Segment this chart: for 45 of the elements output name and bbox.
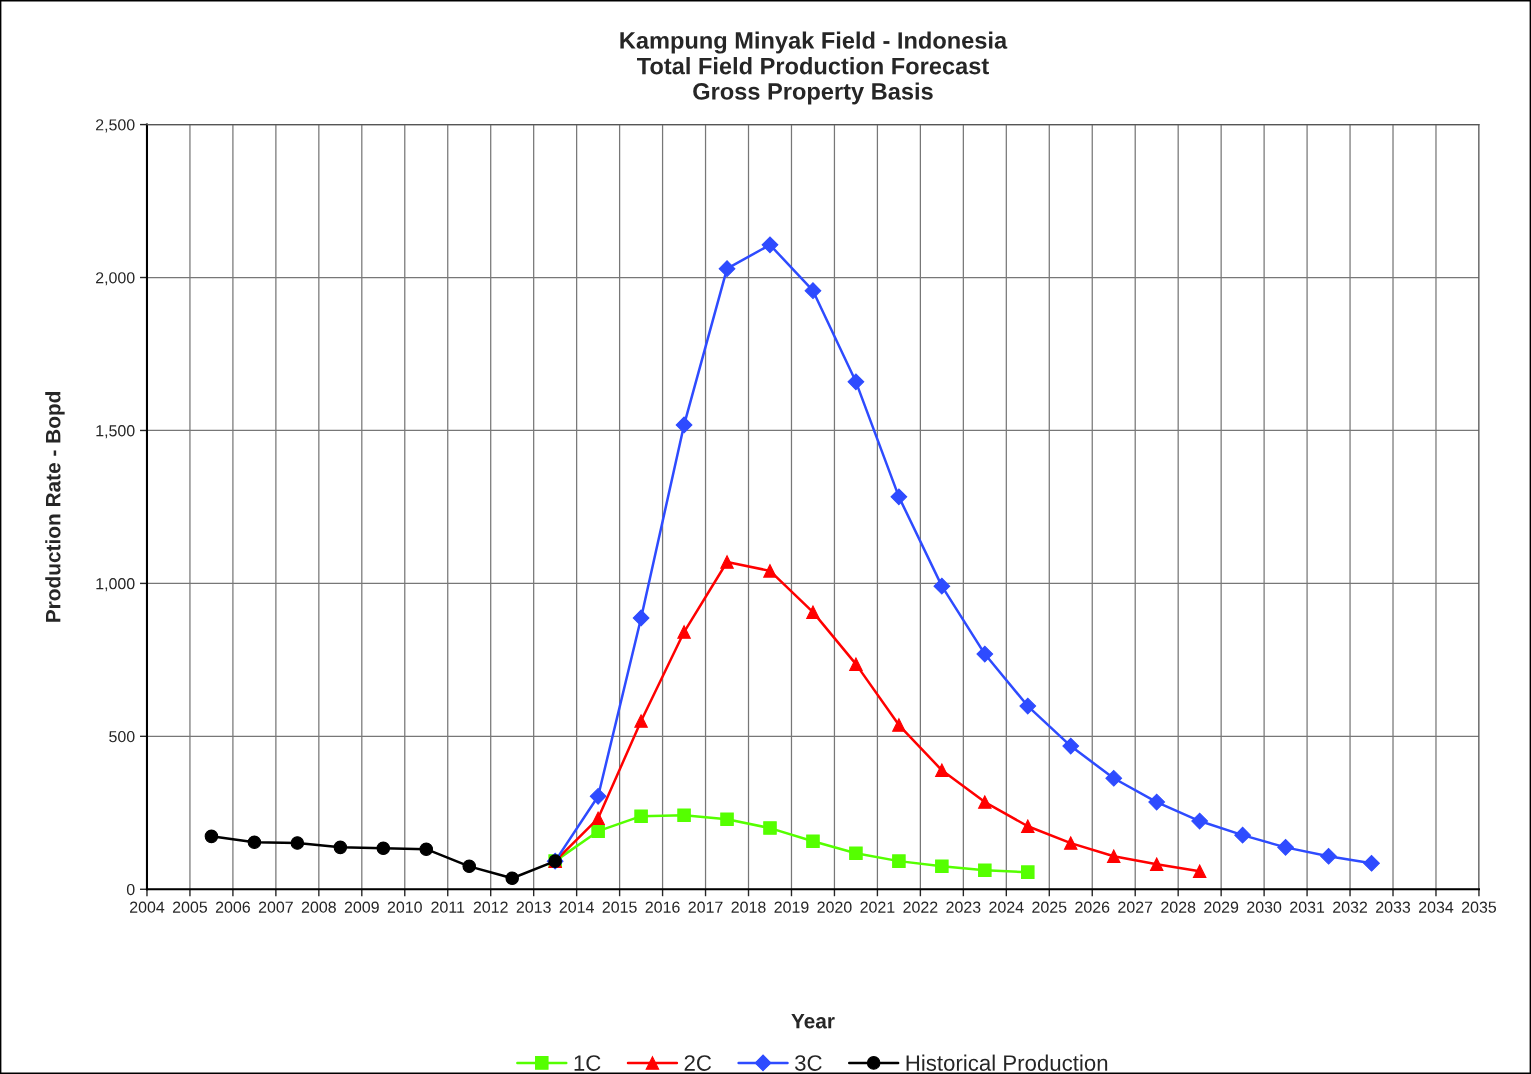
x-tick-label: 2031 bbox=[1290, 901, 1325, 913]
x-tick-label: 2017 bbox=[688, 901, 723, 913]
x-tick-label: 2029 bbox=[1204, 901, 1239, 913]
x-tick-label: 2023 bbox=[946, 901, 981, 913]
x-axis-title: Year bbox=[791, 1013, 835, 1029]
legend-label: 3C bbox=[795, 1055, 822, 1071]
x-tick-label: 2022 bbox=[903, 901, 938, 913]
x-tick-label: 2030 bbox=[1247, 901, 1282, 913]
x-tick-label: 2005 bbox=[172, 901, 208, 913]
x-tick-label: 2026 bbox=[1075, 901, 1110, 913]
x-tick-label: 2025 bbox=[1032, 901, 1067, 913]
x-tick-label: 2015 bbox=[602, 901, 637, 913]
legend-label: 2C bbox=[684, 1055, 712, 1071]
x-tick-label: 2009 bbox=[344, 901, 379, 913]
chart-title: Kampung Minyak Field - Indonesia Total Field Production Forecast Gross Property Basis bbox=[620, 31, 1008, 105]
x-tick-label: 2020 bbox=[817, 901, 852, 913]
y-tick-label: 2,500 bbox=[96, 119, 135, 133]
x-tick-label: 2010 bbox=[387, 901, 422, 913]
legend-label: Historical Production bbox=[906, 1054, 1108, 1071]
x-tick-label: 2034 bbox=[1419, 901, 1454, 913]
x-tick-label: 2008 bbox=[301, 901, 336, 913]
x-tick-label: 2012 bbox=[473, 901, 508, 913]
legend-label: 1C bbox=[574, 1055, 601, 1071]
y-tick-label: 0 bbox=[126, 883, 135, 896]
x-tick-label: 2035 bbox=[1461, 901, 1497, 913]
x-tick-label: 2014 bbox=[559, 901, 594, 913]
x-tick-label: 2033 bbox=[1376, 901, 1411, 913]
y-tick-label: 1,500 bbox=[96, 425, 135, 439]
x-tick-label: 2024 bbox=[989, 901, 1024, 913]
x-tick-label: 2027 bbox=[1118, 901, 1153, 913]
x-tick-label: 2006 bbox=[215, 901, 250, 913]
y-tick-label: 2,000 bbox=[96, 272, 135, 286]
y-tick-label: 1,000 bbox=[96, 578, 135, 592]
x-tick-label: 2011 bbox=[431, 901, 465, 913]
x-tick-label: 2018 bbox=[731, 901, 766, 913]
x-tick-label: 2007 bbox=[258, 901, 293, 913]
y-tick-label: 500 bbox=[109, 730, 135, 743]
x-tick-label: 2004 bbox=[130, 901, 165, 913]
x-tick-label: 2021 bbox=[860, 901, 895, 913]
x-tick-label: 2032 bbox=[1333, 901, 1368, 913]
x-tick-label: 2028 bbox=[1161, 901, 1196, 913]
x-tick-label: 2016 bbox=[645, 901, 680, 913]
x-tick-label: 2013 bbox=[516, 901, 551, 913]
y-axis-title: Production Rate - Bopd bbox=[45, 391, 65, 622]
x-tick-label: 2019 bbox=[774, 901, 809, 913]
